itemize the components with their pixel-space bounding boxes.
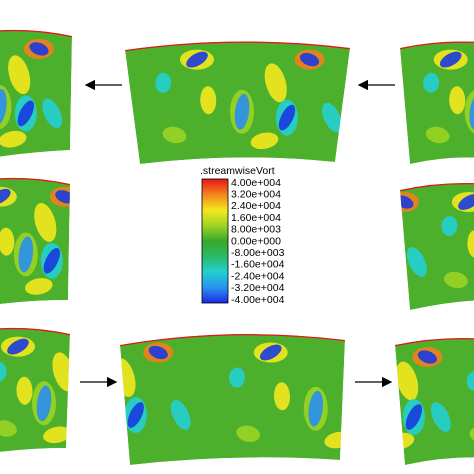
vortex	[0, 89, 7, 125]
contour-panel	[395, 338, 474, 465]
vortex	[236, 425, 261, 442]
vortex	[18, 236, 34, 273]
contour-panel	[400, 183, 474, 310]
vortex	[441, 216, 458, 236]
vortex	[42, 98, 63, 129]
contour-panel	[125, 41, 350, 164]
vortex	[24, 278, 53, 295]
vortex	[406, 247, 427, 277]
vortex	[200, 86, 217, 115]
vortex	[278, 104, 296, 131]
colorbar-label: 4.00e+004	[231, 177, 281, 189]
colorbar-label: 0.00e+000	[231, 235, 281, 247]
colorbar-label: 3.20e+004	[231, 188, 281, 200]
wall-layer	[125, 41, 350, 52]
vortex	[36, 385, 52, 422]
vortex	[423, 72, 440, 93]
vortex	[400, 195, 414, 209]
vortex	[0, 361, 7, 382]
panel-fill	[0, 327, 70, 460]
colorbar-label: -1.60e+004	[231, 259, 285, 271]
vortex	[29, 42, 49, 56]
contour-panel	[120, 334, 345, 465]
wall-layer	[120, 334, 345, 347]
contour-panel	[0, 177, 70, 312]
vortex	[0, 188, 11, 205]
contour-panel	[0, 29, 72, 165]
vortex	[34, 202, 57, 242]
vortex	[264, 63, 287, 103]
colorbar-label: -8.00e+003	[231, 247, 285, 259]
vortex	[273, 382, 291, 411]
vortex	[250, 132, 279, 150]
vortex	[43, 247, 60, 274]
vortex	[43, 426, 70, 444]
wall-layer	[0, 29, 72, 42]
wall-layer	[0, 177, 70, 190]
vortex	[324, 431, 345, 449]
vortex	[228, 367, 246, 388]
vortex	[127, 402, 144, 428]
colorbar-label: 8.00e+003	[231, 224, 281, 236]
colorbar-labels: 4.00e+0043.20e+0042.40e+0041.60e+0048.00…	[231, 177, 285, 306]
wall-layer	[395, 338, 474, 347]
colorbar	[201, 178, 229, 304]
vortex	[396, 361, 419, 401]
colorbar-label: -2.40e+004	[231, 270, 285, 282]
contour-panels	[0, 29, 474, 465]
vortex	[0, 130, 27, 148]
wall-layer	[0, 327, 70, 340]
contour-panel	[0, 327, 70, 460]
vortex	[155, 72, 172, 93]
vortex	[417, 350, 437, 364]
legend-title: .streamwiseVort	[200, 165, 275, 177]
panel-fill	[395, 338, 474, 465]
vortex	[16, 376, 33, 405]
panel-fill	[120, 334, 345, 465]
vortex	[0, 227, 15, 256]
vortex	[234, 93, 250, 130]
vortex	[0, 420, 17, 437]
vortex	[430, 402, 451, 432]
vortex	[322, 102, 342, 133]
vortex	[259, 344, 282, 361]
vortex	[162, 126, 187, 144]
vortex	[449, 86, 466, 115]
colorbar-label: -4.00e+004	[231, 294, 285, 306]
colorbar-label: -3.20e+004	[231, 282, 285, 294]
vortex	[469, 93, 474, 130]
wall-layer	[400, 41, 474, 52]
wall-layer	[400, 183, 474, 192]
vortex	[17, 100, 34, 127]
contour-panel	[400, 41, 474, 164]
arrows	[80, 79, 395, 388]
vortex	[458, 194, 474, 210]
vortex	[425, 126, 450, 144]
colorbar-label: 2.40e+004	[231, 200, 281, 212]
vortex	[186, 51, 208, 68]
vortex	[439, 51, 462, 68]
vortex	[55, 190, 70, 204]
vortex	[8, 55, 31, 95]
vortex	[299, 52, 320, 67]
vortex	[405, 404, 423, 430]
vortex	[467, 230, 474, 258]
vortex	[170, 400, 191, 430]
vortex	[308, 390, 324, 427]
vortex	[148, 345, 168, 360]
vortex	[466, 371, 474, 391]
vortex	[120, 358, 136, 397]
vortex	[7, 338, 29, 355]
panel-fill	[400, 183, 474, 310]
colorbar-label: 1.60e+004	[231, 212, 281, 224]
vortex	[444, 271, 468, 289]
